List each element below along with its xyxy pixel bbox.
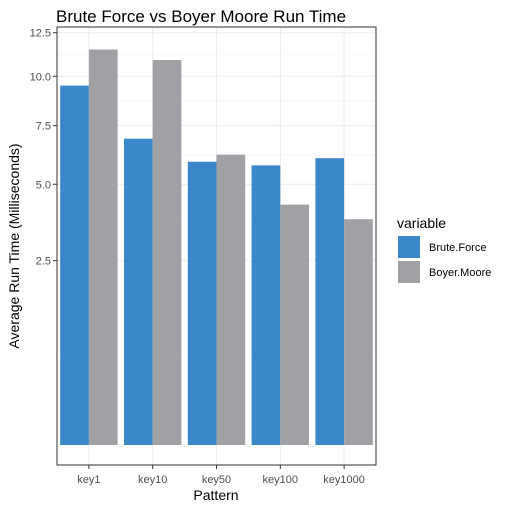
y-tick-label: 5.0 <box>36 179 51 191</box>
bar-key100-brute-force <box>251 165 281 445</box>
y-tick-label: 10.0 <box>30 71 51 83</box>
bar-key1-boyer-moore <box>88 49 118 445</box>
bar-key10-boyer-moore <box>152 60 182 446</box>
x-tick-label: key1000 <box>323 474 365 486</box>
legend-swatch <box>398 236 420 258</box>
x-tick-label: key1 <box>77 474 100 486</box>
x-tick-label: key10 <box>138 474 167 486</box>
y-tick-label: 12.5 <box>30 28 51 40</box>
x-tick-label: key100 <box>263 474 298 486</box>
bar-key1000-brute-force <box>315 158 345 446</box>
legend-swatch <box>398 261 420 283</box>
y-tick-label: 2.5 <box>36 256 51 268</box>
legend-title: variable <box>397 215 446 231</box>
bars <box>60 49 373 446</box>
legend-label: Boyer.Moore <box>429 267 491 279</box>
bar-key10-brute-force <box>123 138 153 445</box>
y-axis-title: Average Run Time (Milliseconds) <box>6 143 22 348</box>
chart-title: Brute Force vs Boyer Moore Run Time <box>56 7 346 26</box>
bar-key100-boyer-moore <box>280 204 310 445</box>
x-axis-title: Pattern <box>193 487 238 503</box>
bar-key1000-boyer-moore <box>344 219 373 445</box>
x-tick-label: key50 <box>202 474 231 486</box>
bar-key50-brute-force <box>187 161 217 445</box>
x-axis: key1 key10 key50 key100 key1000 <box>77 465 365 486</box>
legend: variable Brute.Force Boyer.Moore <box>397 215 491 283</box>
bar-key1-brute-force <box>60 85 89 445</box>
y-tick-label: 7.5 <box>36 121 51 133</box>
bar-key50-boyer-moore <box>216 154 246 445</box>
legend-items: Brute.Force Boyer.Moore <box>398 236 491 283</box>
legend-label: Brute.Force <box>429 242 486 254</box>
y-axis: 2.5 5.0 7.5 10.0 12.5 <box>30 28 57 268</box>
